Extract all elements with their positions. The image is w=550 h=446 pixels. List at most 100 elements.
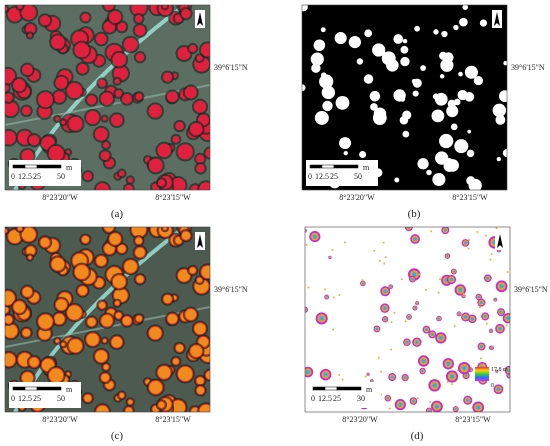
scale-label: 12.5 xyxy=(18,172,32,181)
tree xyxy=(343,241,346,244)
tree xyxy=(21,5,37,20)
tree xyxy=(174,343,185,353)
tree xyxy=(135,274,145,284)
tree xyxy=(402,110,412,120)
tree xyxy=(425,289,428,292)
tree xyxy=(450,383,453,386)
tree xyxy=(37,92,53,108)
latitude: 39°6'15"N xyxy=(214,63,248,72)
tree xyxy=(122,93,132,104)
tree xyxy=(443,228,447,232)
tree xyxy=(437,291,440,294)
tree xyxy=(372,43,386,57)
tree xyxy=(413,237,417,241)
tree xyxy=(196,154,205,163)
tree xyxy=(134,25,146,36)
tree xyxy=(162,72,173,82)
tree xyxy=(412,90,419,97)
tree xyxy=(503,60,507,66)
image xyxy=(302,5,507,190)
tree xyxy=(400,45,409,54)
tree xyxy=(100,151,110,161)
tree xyxy=(12,300,27,314)
tree xyxy=(461,365,467,371)
tree xyxy=(195,376,205,386)
tree xyxy=(102,338,108,344)
tree xyxy=(37,313,54,330)
tree xyxy=(196,164,205,173)
tree xyxy=(476,231,479,234)
tree xyxy=(102,363,110,371)
tree xyxy=(458,312,460,315)
tree xyxy=(196,55,203,62)
tree xyxy=(453,98,461,106)
tree xyxy=(377,356,380,359)
tree xyxy=(135,15,143,23)
tree xyxy=(148,158,163,173)
tree xyxy=(60,341,66,347)
tree xyxy=(495,114,506,125)
tree xyxy=(77,63,88,74)
tree xyxy=(375,327,379,331)
tree xyxy=(447,99,456,109)
tree xyxy=(196,276,204,284)
tree xyxy=(478,306,481,309)
scale-segment xyxy=(36,164,62,169)
tree xyxy=(157,400,166,409)
tree xyxy=(305,370,310,375)
tree xyxy=(53,312,66,326)
frame xyxy=(304,226,511,413)
tree xyxy=(320,27,326,33)
tree xyxy=(466,149,475,158)
tree xyxy=(166,312,179,325)
tree xyxy=(189,344,203,358)
tree xyxy=(314,110,329,125)
tree xyxy=(480,345,484,349)
tree xyxy=(496,387,501,392)
scale-label: 12.5 xyxy=(315,172,329,181)
tree xyxy=(95,255,108,267)
tree xyxy=(184,86,197,99)
tree xyxy=(505,324,508,327)
legend-min: 0 xyxy=(491,383,494,389)
tree xyxy=(400,278,403,281)
tree xyxy=(421,358,426,364)
scale-label: 25 xyxy=(33,394,41,403)
scale-label: 0 xyxy=(11,394,15,403)
scale-label: 25 xyxy=(333,394,341,403)
tree xyxy=(394,177,400,183)
tree xyxy=(486,276,490,280)
tree xyxy=(466,176,476,186)
tree xyxy=(181,8,191,19)
panel: 0 12.5 25 50m 39°6'15"N 8°23'20"W 8°23'15"W (c) xyxy=(4,226,248,442)
tree xyxy=(411,78,417,84)
panel-label: (b) xyxy=(408,208,421,220)
tree xyxy=(5,323,19,339)
tree xyxy=(446,105,459,118)
scale-box xyxy=(309,382,381,408)
tree xyxy=(383,306,387,310)
tree xyxy=(110,114,123,127)
tree xyxy=(319,316,324,321)
tree xyxy=(393,34,404,44)
tree xyxy=(177,365,194,382)
tree xyxy=(302,84,306,92)
tree xyxy=(125,184,133,190)
tree xyxy=(426,169,432,176)
tree xyxy=(134,236,144,246)
scale-label: 30 xyxy=(357,394,365,403)
tree xyxy=(323,372,328,377)
tree xyxy=(405,340,409,344)
tree xyxy=(22,64,33,76)
tree xyxy=(453,324,456,327)
tree xyxy=(390,375,394,379)
tree xyxy=(80,234,90,245)
tree xyxy=(494,298,497,301)
tree xyxy=(100,372,111,383)
tree xyxy=(372,111,387,125)
tree xyxy=(115,90,123,97)
tree xyxy=(175,121,184,131)
tree xyxy=(449,374,455,379)
tree xyxy=(7,7,22,22)
